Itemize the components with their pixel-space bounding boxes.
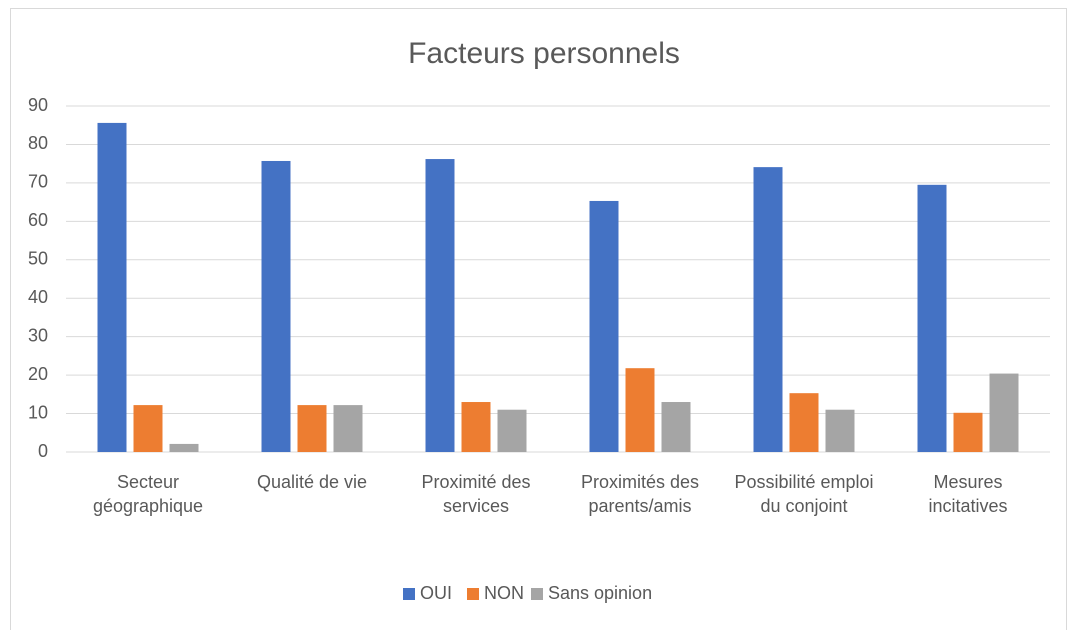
bar: [133, 405, 163, 452]
x-tick-label: Secteur géographique: [92, 472, 204, 516]
bar: [589, 200, 619, 452]
x-tick-label: Proximité des services: [421, 472, 531, 516]
legend-label: NON: [484, 583, 524, 603]
legend-swatch: [467, 588, 479, 600]
bar: [461, 402, 491, 452]
y-tick-label: 50: [28, 249, 48, 269]
y-tick-label: 0: [38, 441, 48, 461]
bar: [625, 368, 655, 452]
y-tick-label: 40: [28, 287, 48, 307]
bar: [169, 443, 199, 452]
bar: [261, 160, 291, 452]
bar: [333, 405, 363, 452]
x-tick-label: Mesures incitatives: [928, 472, 1008, 516]
y-tick-label: 10: [28, 402, 48, 422]
bar: [789, 393, 819, 452]
bar: [917, 184, 947, 453]
bar: [297, 405, 327, 452]
bar: [425, 159, 455, 452]
chart-border: [10, 8, 1067, 630]
legend-swatch: [531, 588, 543, 600]
y-tick-label: 80: [28, 133, 48, 153]
y-tick-label: 20: [28, 364, 48, 384]
bar: [97, 122, 127, 452]
bar: [989, 373, 1019, 452]
bar: [753, 167, 783, 453]
x-tick-label: Possibilité emploi du conjoint: [734, 472, 874, 516]
x-tick-label: Proximités des parents/amis: [580, 472, 700, 516]
bar: [953, 412, 983, 452]
bar: [497, 409, 527, 452]
chart-title: Facteurs personnels: [408, 37, 680, 70]
bar: [825, 409, 855, 452]
x-tick-label: Qualité de vie: [256, 472, 368, 492]
bar: [661, 402, 691, 452]
y-tick-label: 90: [28, 95, 48, 115]
legend-label: OUI: [420, 583, 452, 603]
legend-label: Sans opinion: [548, 583, 652, 603]
legend-swatch: [403, 588, 415, 600]
y-tick-label: 70: [28, 172, 48, 192]
y-tick-label: 30: [28, 325, 48, 345]
y-tick-label: 60: [28, 210, 48, 230]
